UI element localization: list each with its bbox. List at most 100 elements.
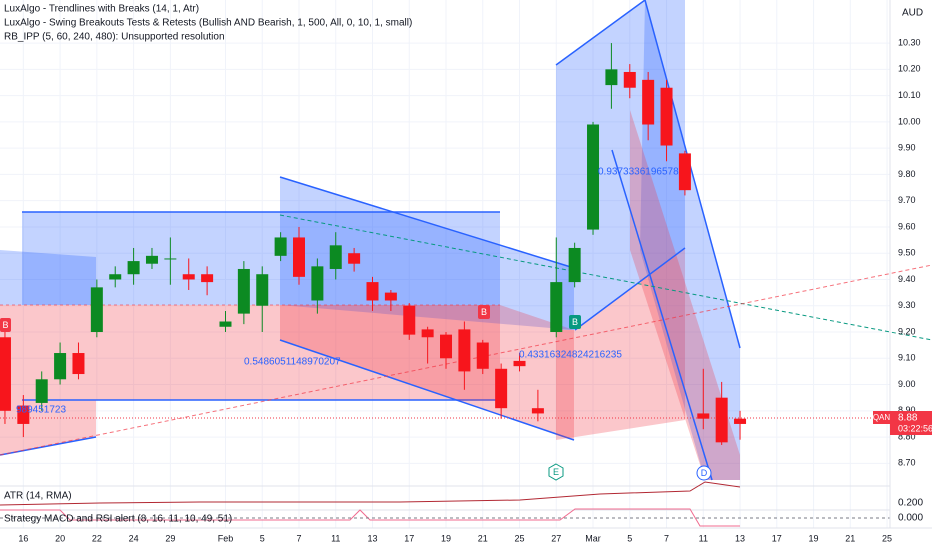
x-tick-label: 11 [699,533,708,543]
pane-label: Strategy MACD and RSI alert (8, 16, 11, … [4,514,232,525]
x-tick-label: 5 [627,533,632,543]
signal: E [553,467,559,477]
candle-body [605,69,618,86]
atr-line [0,481,741,506]
signal-badge [696,465,712,481]
x-tick-label: 17 [404,533,414,543]
channel-fill [556,248,685,440]
candle-body [623,71,636,88]
y-tick-label: 9.80 [898,169,916,179]
symbol-badge [873,411,890,424]
channel-edge [279,176,575,269]
candle-body [145,255,158,264]
y-tick-label: 9.30 [898,300,916,310]
x-tick-label: 25 [515,533,525,543]
channel-edge [279,339,575,441]
candle-body [642,79,655,125]
candle-body [550,282,563,333]
annotation: 0.43316324824216235 [519,350,622,361]
channel-edge [574,247,686,331]
x-tick-label: 13 [735,533,745,543]
y-tick-label: 10.10 [898,90,921,100]
x-tick-label: 7 [296,533,301,543]
x-tick-label: 19 [441,533,451,543]
signal-badge [478,305,490,319]
candle-body [72,353,85,375]
candle-body [421,329,434,338]
y-tick-label: 10.20 [898,64,921,74]
x-tick-label: 17 [772,533,782,543]
x-tick-label: 29 [165,533,175,543]
candle-body [182,274,195,280]
channel-fill [630,110,740,480]
y-tick-label: 8.90 [898,405,916,415]
signal: B [2,320,8,330]
trendline [279,214,932,341]
candle-body [292,237,305,277]
x-tick-label: 21 [478,533,488,543]
y-tick-label: 9.90 [898,143,916,153]
candle-body [127,261,140,275]
channel-edge [611,149,713,481]
countdown: 03:22:56 [898,423,932,433]
candle-body [476,342,489,369]
x-tick-label: 16 [18,533,28,543]
signal-badge [548,463,564,481]
candle-body [201,274,214,283]
channel-fill [280,177,574,330]
candle-body [311,266,324,301]
candle-body [256,274,269,306]
trendline [0,264,932,456]
candle-body [568,247,581,283]
indicator-label: RB_IPP (5, 60, 240, 480): Unsupported re… [4,32,225,43]
channel-edge [644,0,741,349]
y-tick-label: 0.000 [898,513,923,524]
signal: B [481,307,487,317]
y-tick-label: 9.20 [898,326,916,336]
indicator-label: LuxAlgo - Swing Breakouts Tests & Retest… [4,18,412,29]
candle-body [366,282,379,301]
candle-body [35,379,48,403]
candle-body [734,418,747,424]
last-price: 8.88 [898,413,918,424]
candle-body [403,305,416,335]
y-tick-label: 9.60 [898,221,916,231]
symbol: QAN [873,413,891,422]
candle-body [715,397,728,443]
x-tick-label: 22 [92,533,102,543]
candle-body [348,253,361,264]
y-tick-label: 9.70 [898,195,916,205]
strategy-line [0,508,740,527]
candle-body [329,245,342,269]
signal-badge [0,318,11,332]
x-tick-label: Mar [585,533,601,543]
channel-fill [0,305,96,455]
currency: AUD [902,8,923,19]
candle-body [17,405,30,424]
candles [0,43,747,445]
x-tick-label: 24 [129,533,139,543]
candle-body [440,334,453,359]
box-fill [96,305,500,400]
x-tick-label: 13 [367,533,377,543]
candle-body [274,237,287,256]
x-tick-label: 7 [664,533,669,543]
price-badge [890,411,932,435]
candle-body [0,337,11,411]
x-tick-label: 27 [551,533,561,543]
y-tick-label: 9.50 [898,248,916,258]
annotation: 0.9373336196578 [598,167,679,178]
x-tick-label: 25 [882,533,892,543]
candle-body [90,287,103,333]
pane-label: ATR (14, RMA) [4,491,72,502]
candle-body [495,368,508,409]
signal-badge [569,315,581,329]
x-tick-label: 21 [845,533,855,543]
y-tick-label: 10.00 [898,116,921,126]
x-tick-label: 20 [55,533,65,543]
candle-body [513,360,526,367]
y-tick-label: 9.10 [898,353,916,363]
y-tick-label: 8.70 [898,458,916,468]
candle-body [678,153,691,191]
